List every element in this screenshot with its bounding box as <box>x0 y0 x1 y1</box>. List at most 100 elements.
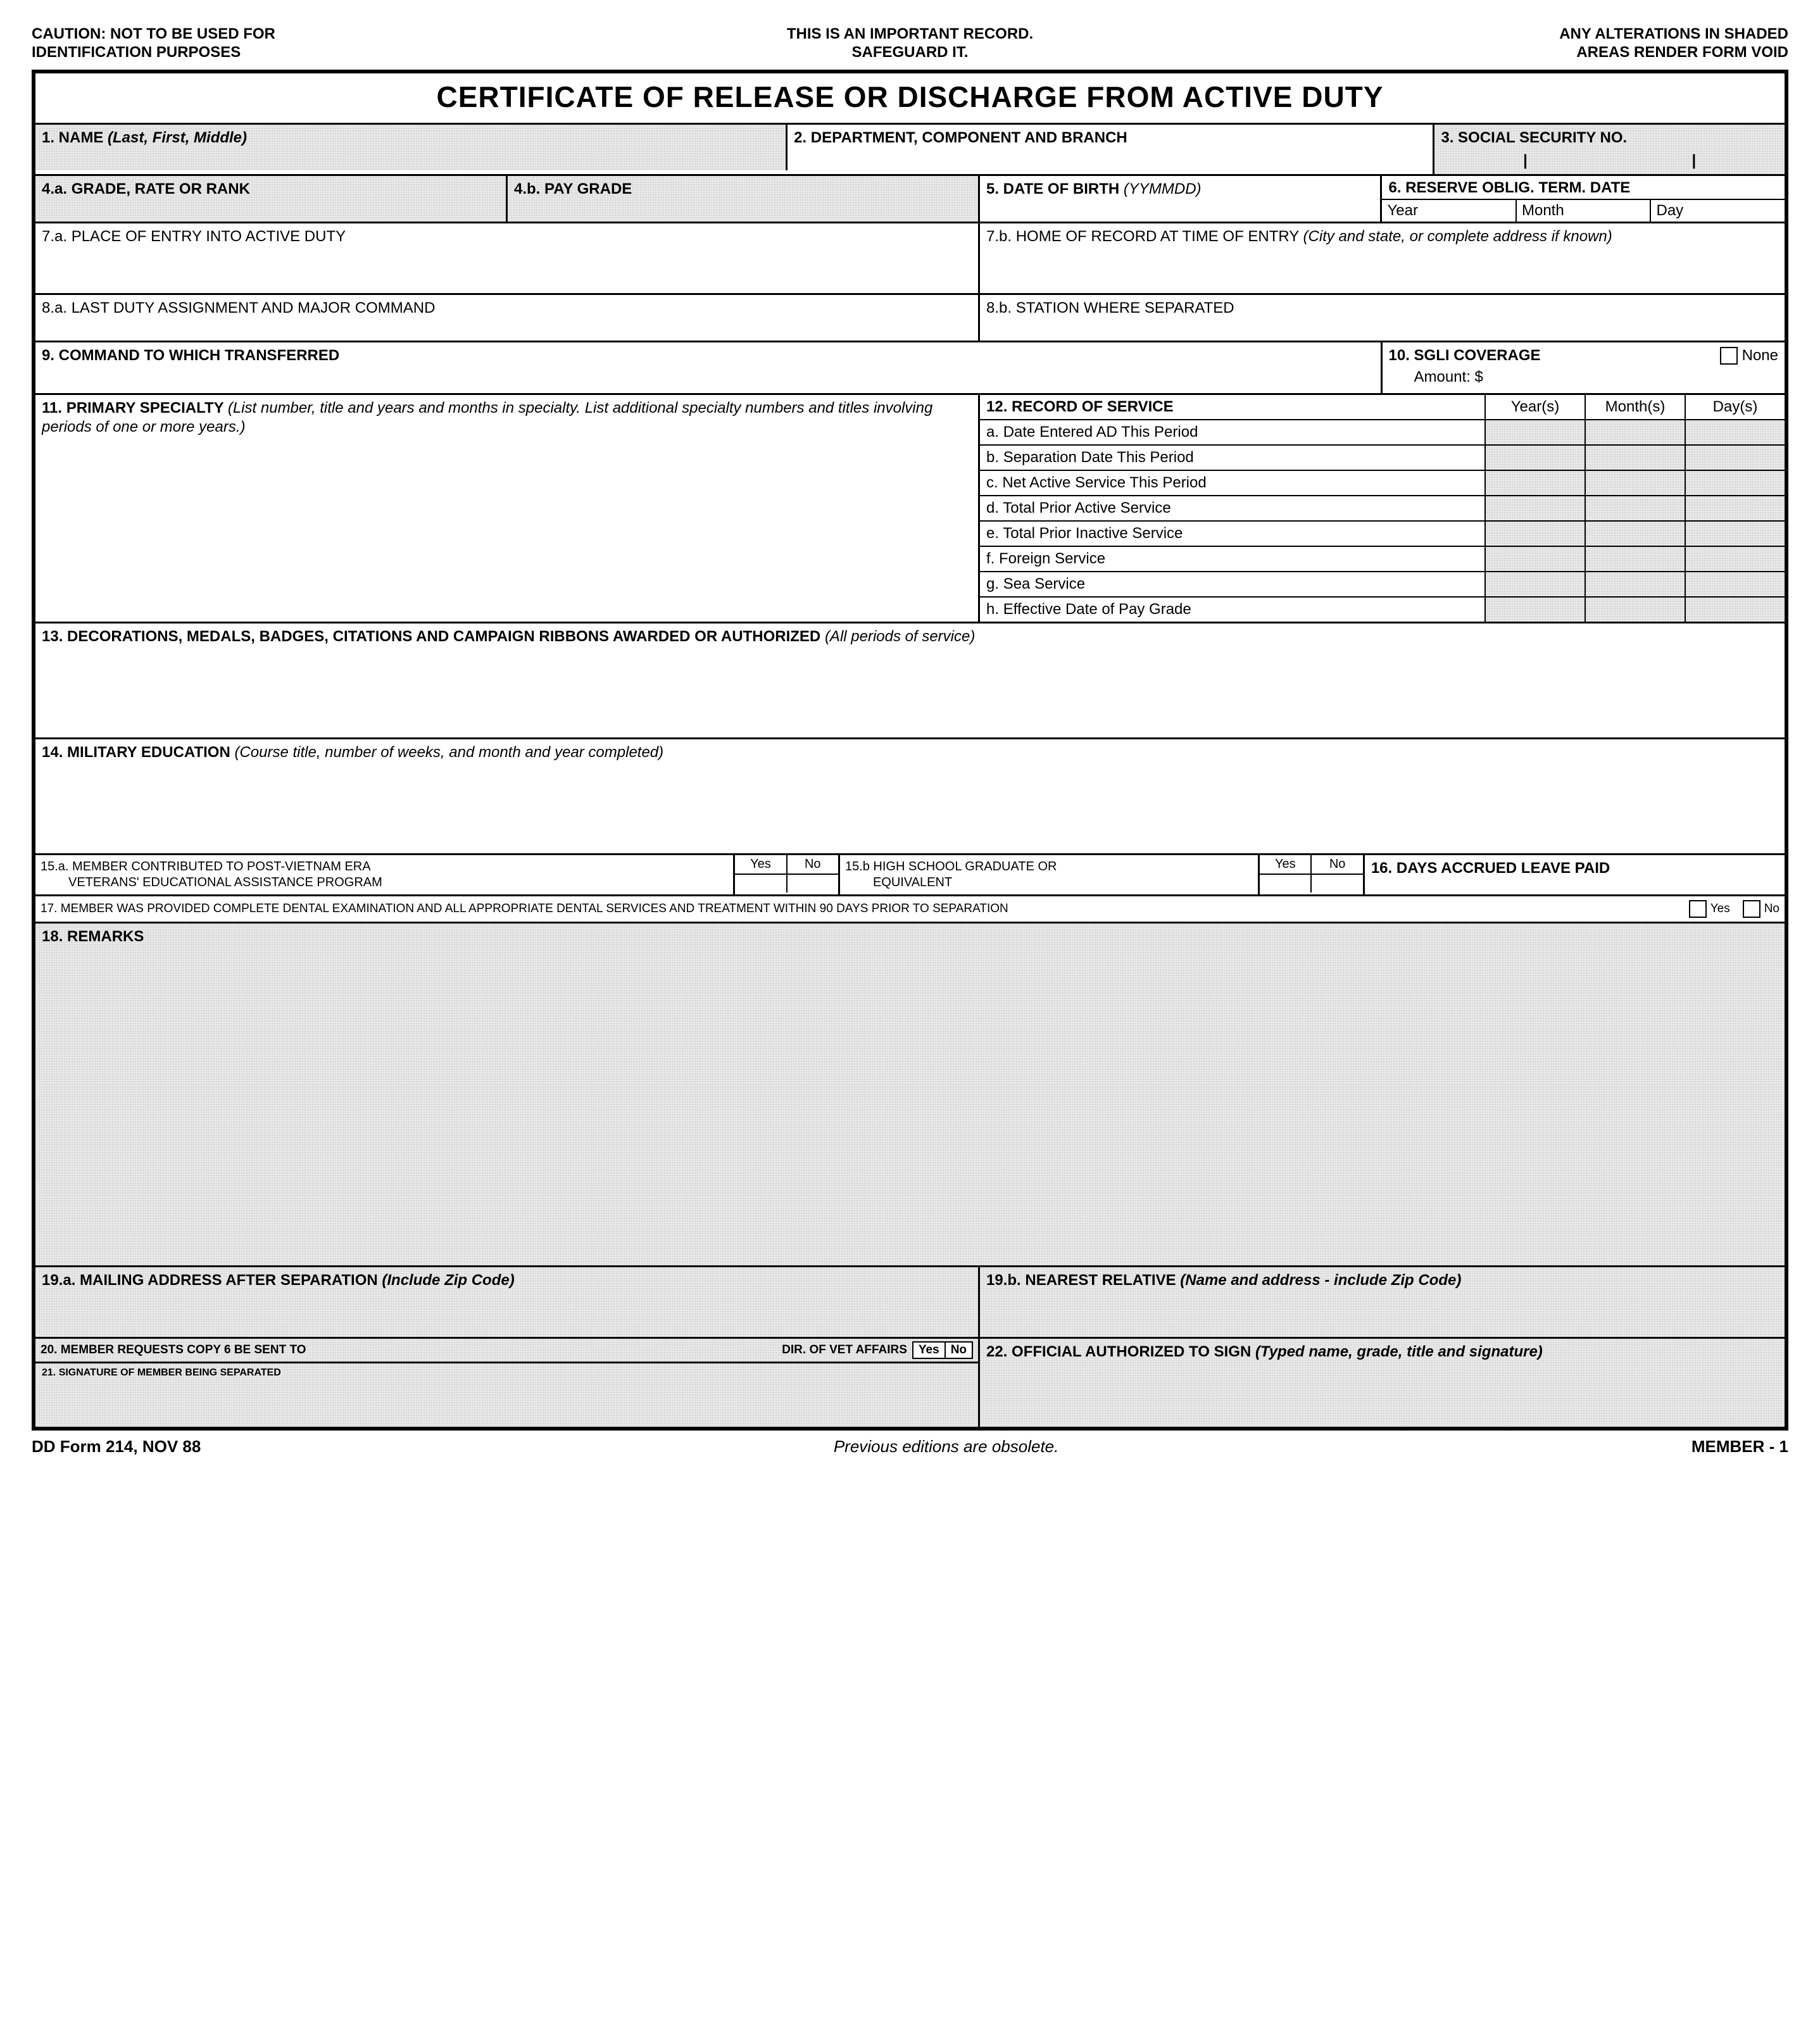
field-18-label: 18. REMARKS <box>42 928 144 945</box>
field-7a-label: 7.a. PLACE OF ENTRY INTO ACTIVE DUTY <box>42 228 346 245</box>
f20-yes[interactable]: Yes <box>912 1341 946 1359</box>
svc-g-y[interactable] <box>1484 572 1585 596</box>
col-months: Month(s) <box>1585 395 1685 419</box>
caution-center-2: SAFEGUARD IT. <box>620 44 1200 62</box>
svc-d-d[interactable] <box>1685 496 1785 520</box>
field-15a-l2: VETERANS' EDUCATIONAL ASSISTANCE PROGRAM <box>41 875 728 891</box>
field-15b-l2: EQUIVALENT <box>845 875 1253 891</box>
f17-yes: Yes <box>1710 901 1730 917</box>
sgli-none-checkbox[interactable] <box>1720 347 1738 365</box>
svc-a-y[interactable] <box>1484 420 1585 444</box>
header-warnings: CAUTION: NOT TO BE USED FOR IDENTIFICATI… <box>32 25 1788 62</box>
sgli-none-label: None <box>1742 347 1778 364</box>
f17-no-box[interactable] <box>1743 900 1760 918</box>
field-2-label: 2. DEPARTMENT, COMPONENT AND BRANCH <box>794 129 1127 146</box>
field-10-amount: Amount: $ <box>1389 368 1778 387</box>
svc-a-m[interactable] <box>1585 420 1685 444</box>
form-title: CERTIFICATE OF RELEASE OR DISCHARGE FROM… <box>35 73 1785 125</box>
field-1-hint: (Last, First, Middle) <box>108 129 247 146</box>
field-14-hint: (Course title, number of weeks, and mont… <box>234 744 663 761</box>
field-15a-l1: 15.a. MEMBER CONTRIBUTED TO POST-VIETNAM… <box>41 859 728 875</box>
f15b-no-box[interactable] <box>1312 875 1362 893</box>
svc-c: c. Net Active Service This Period <box>980 471 1484 495</box>
field-8a-label: 8.a. LAST DUTY ASSIGNMENT AND MAJOR COMM… <box>42 299 435 316</box>
svc-h: h. Effective Date of Pay Grade <box>980 598 1484 622</box>
field-15b-l1: 15.b HIGH SCHOOL GRADUATE OR <box>845 859 1253 875</box>
svc-h-m[interactable] <box>1585 598 1685 622</box>
svc-f-m[interactable] <box>1585 547 1685 571</box>
field-4a-label: 4.a. GRADE, RATE OR RANK <box>42 180 250 197</box>
svc-c-y[interactable] <box>1484 471 1585 495</box>
caution-right-2: AREAS RENDER FORM VOID <box>1208 44 1788 62</box>
f15a-yes: Yes <box>735 855 787 875</box>
svc-d-m[interactable] <box>1585 496 1685 520</box>
footer: DD Form 214, NOV 88 Previous editions ar… <box>32 1437 1788 1456</box>
field-19a-label: 19.a. MAILING ADDRESS AFTER SEPARATION <box>42 1272 382 1289</box>
field-22-hint: (Typed name, grade, title and signature) <box>1255 1343 1543 1360</box>
f15b-no: No <box>1312 855 1362 875</box>
field-6-label: 6. RESERVE OBLIG. TERM. DATE <box>1382 176 1784 199</box>
field-21-label: 21. SIGNATURE OF MEMBER BEING SEPARATED <box>42 1367 281 1378</box>
field-9-label: 9. COMMAND TO WHICH TRANSFERRED <box>42 347 339 364</box>
caution-center-1: THIS IS AN IMPORTANT RECORD. <box>620 25 1200 44</box>
svc-e-m[interactable] <box>1585 522 1685 546</box>
field-20-dir: DIR. OF VET AFFAIRS <box>782 1343 907 1357</box>
col-days: Day(s) <box>1685 395 1785 419</box>
caution-right-1: ANY ALTERATIONS IN SHADED <box>1208 25 1788 44</box>
svc-e-d[interactable] <box>1685 522 1785 546</box>
field-8b-label: 8.b. STATION WHERE SEPARATED <box>986 299 1234 316</box>
field-1-label: 1. NAME <box>42 129 108 146</box>
svc-c-d[interactable] <box>1685 471 1785 495</box>
col-years: Year(s) <box>1484 395 1585 419</box>
svc-c-m[interactable] <box>1585 471 1685 495</box>
svc-b-d[interactable] <box>1685 446 1785 470</box>
footer-center: Previous editions are obsolete. <box>834 1437 1059 1456</box>
field-19b-hint: (Name and address - include Zip Code) <box>1180 1272 1461 1289</box>
f15b-yes-box[interactable] <box>1260 875 1312 893</box>
caution-left-2: IDENTIFICATION PURPOSES <box>32 44 612 62</box>
field-6-month: Month <box>1517 200 1652 222</box>
field-6-day: Day <box>1651 200 1785 222</box>
field-13-label: 13. DECORATIONS, MEDALS, BADGES, CITATIO… <box>42 628 825 645</box>
field-3-label: 3. SOCIAL SECURITY NO. <box>1441 129 1627 146</box>
field-20-label: 20. MEMBER REQUESTS COPY 6 BE SENT TO <box>41 1343 782 1357</box>
svc-e-y[interactable] <box>1484 522 1585 546</box>
f15a-no-box[interactable] <box>788 875 838 893</box>
field-14-label: 14. MILITARY EDUCATION <box>42 744 234 761</box>
footer-right: MEMBER - 1 <box>1691 1437 1788 1456</box>
field-22-label: 22. OFFICIAL AUTHORIZED TO SIGN <box>986 1343 1255 1360</box>
svc-g: g. Sea Service <box>980 572 1484 596</box>
svc-h-d[interactable] <box>1685 598 1785 622</box>
field-12-label: 12. RECORD OF SERVICE <box>980 395 1484 419</box>
form-outer: CERTIFICATE OF RELEASE OR DISCHARGE FROM… <box>32 70 1788 1431</box>
svc-a-d[interactable] <box>1685 420 1785 444</box>
svc-d: d. Total Prior Active Service <box>980 496 1484 520</box>
f15a-yes-box[interactable] <box>735 875 787 893</box>
svc-d-y[interactable] <box>1484 496 1585 520</box>
svc-f: f. Foreign Service <box>980 547 1484 571</box>
svc-h-y[interactable] <box>1484 598 1585 622</box>
field-19b-label: 19.b. NEAREST RELATIVE <box>986 1272 1180 1289</box>
svc-f-d[interactable] <box>1685 547 1785 571</box>
field-7b-hint: (City and state, or complete address if … <box>1303 228 1612 245</box>
caution-left-1: CAUTION: NOT TO BE USED FOR <box>32 25 612 44</box>
svc-g-d[interactable] <box>1685 572 1785 596</box>
field-13-hint: (All periods of service) <box>825 628 975 645</box>
field-5-hint: (YYMMDD) <box>1124 180 1202 197</box>
f17-yes-box[interactable] <box>1689 900 1707 918</box>
footer-left: DD Form 214, NOV 88 <box>32 1437 201 1456</box>
ssn-sep-2: | <box>1691 151 1696 170</box>
f15b-yes: Yes <box>1260 855 1312 875</box>
svc-g-m[interactable] <box>1585 572 1685 596</box>
field-16-label: 16. DAYS ACCRUED LEAVE PAID <box>1371 860 1610 877</box>
field-6-year: Year <box>1382 200 1517 222</box>
svc-b-y[interactable] <box>1484 446 1585 470</box>
svc-a: a. Date Entered AD This Period <box>980 420 1484 444</box>
svc-b-m[interactable] <box>1585 446 1685 470</box>
ssn-sep-1: | <box>1523 151 1528 170</box>
f20-no[interactable]: No <box>946 1341 973 1359</box>
f17-no: No <box>1764 901 1779 917</box>
svc-e: e. Total Prior Inactive Service <box>980 522 1484 546</box>
svc-f-y[interactable] <box>1484 547 1585 571</box>
field-7b-label: 7.b. HOME OF RECORD AT TIME OF ENTRY <box>986 228 1303 245</box>
